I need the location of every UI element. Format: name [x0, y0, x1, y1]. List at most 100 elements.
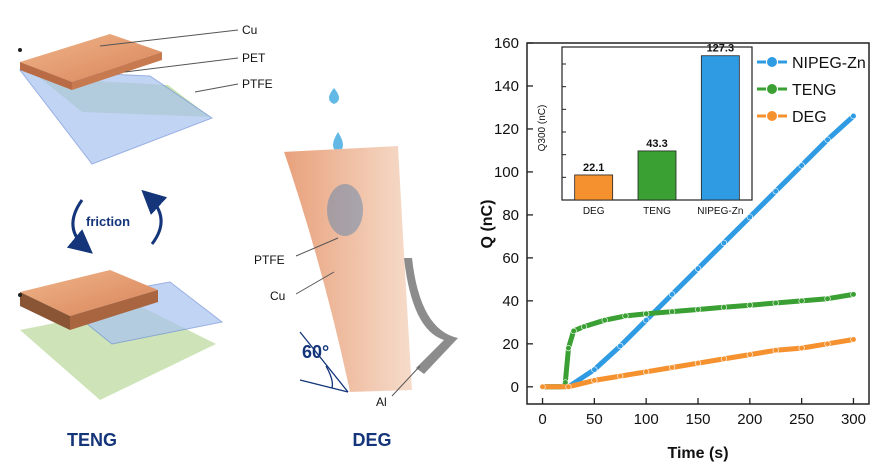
- data-point: [824, 295, 831, 302]
- arrow-right-icon: [141, 189, 168, 245]
- y-tick-label: 120: [494, 121, 519, 138]
- droplet-icon: [333, 132, 343, 152]
- legend-label: NIPEG-Zn: [792, 55, 866, 72]
- inset-bar: [637, 150, 677, 201]
- x-tick-label: 200: [737, 411, 762, 428]
- data-point: [772, 347, 779, 354]
- x-tick-label: 0: [538, 411, 546, 428]
- data-point: [617, 372, 624, 380]
- series-layer: [539, 112, 857, 390]
- pet-film: [18, 69, 214, 165]
- ptfe-cu-plate: [282, 146, 412, 392]
- copper-edge-bottom-left: [20, 292, 70, 330]
- data-point: [565, 383, 572, 390]
- data-point: [720, 304, 728, 311]
- legend-marker: [766, 110, 778, 122]
- data-point: [617, 342, 624, 350]
- inset-category-label: NIPEG-Zn: [697, 206, 743, 217]
- inset-bar: [700, 55, 740, 201]
- friction-label: friction: [86, 214, 130, 229]
- data-point: [643, 317, 650, 324]
- plate-edge: [280, 151, 350, 393]
- data-point: [643, 310, 650, 317]
- data-point: [746, 213, 753, 221]
- data-point: [622, 312, 629, 319]
- copper-electrode-bottom: [20, 270, 158, 316]
- leader-deg-al: [391, 365, 421, 397]
- data-point: [643, 368, 650, 375]
- angle-arc: [325, 365, 334, 389]
- aluminum-electrode: [404, 258, 458, 374]
- teng-stack-top: [18, 34, 214, 165]
- legend-label: TENG: [792, 82, 836, 99]
- copper-electrode-top: [20, 34, 162, 82]
- legend-label: DEG: [792, 109, 827, 126]
- data-point: [720, 239, 728, 246]
- data-point: [694, 306, 702, 313]
- label-pet: PET: [242, 51, 266, 65]
- teng-stack-bottom: [18, 270, 224, 400]
- data-point: [601, 317, 608, 324]
- inset-category-label: DEG: [583, 206, 605, 217]
- x-tick-label: 300: [841, 411, 866, 428]
- leader-deg-cu: [295, 271, 335, 295]
- inset-bar-chart: 22.1 DEG 43.3 TENG 127.3 NIPEG-Zn Q300 (nC): [537, 43, 753, 217]
- x-tick-label: 100: [634, 411, 659, 428]
- teng-panel: Cu PET PTFE friction TENG: [18, 23, 273, 450]
- y-tick-label: 140: [494, 78, 519, 95]
- data-point: [694, 360, 702, 367]
- water-spot: [327, 184, 363, 236]
- data-point: [772, 299, 779, 307]
- inset-category-label: TENG: [643, 206, 671, 217]
- legend-marker: [766, 56, 778, 68]
- inset-bars: 22.1 DEG 43.3 TENG 127.3 NIPEG-Zn: [574, 43, 743, 217]
- data-point: [746, 302, 753, 309]
- legend: NIPEG-Zn TENG DEG: [757, 55, 866, 126]
- data-point: [746, 351, 753, 358]
- data-point: [565, 345, 572, 352]
- x-axis: 0 50 100 150 200 250 300: [538, 398, 866, 428]
- legend-marker: [766, 83, 778, 95]
- label-cu: Cu: [242, 23, 257, 37]
- teng-caption: TENG: [67, 430, 117, 450]
- data-point: [668, 364, 676, 371]
- y-axis: 0 20 40 60 80 100 120 140 160: [494, 35, 533, 396]
- y-tick-label: 80: [502, 207, 519, 224]
- data-point: [694, 265, 702, 272]
- data-point: [824, 340, 831, 347]
- wire-dot: [18, 48, 22, 52]
- y-tick-label: 160: [494, 35, 519, 52]
- inset-bar: [574, 174, 614, 201]
- wire-dot-bottom: [18, 293, 22, 297]
- data-point: [668, 291, 676, 298]
- deg-caption: DEG: [352, 430, 391, 450]
- data-point: [798, 162, 805, 169]
- data-point: [850, 291, 857, 298]
- data-point: [539, 383, 546, 390]
- x-tick-label: 250: [789, 411, 814, 428]
- droplet-icon: [329, 88, 339, 104]
- copper-edge-left: [20, 62, 72, 90]
- inset-bar-value: 22.1: [583, 162, 604, 174]
- x-axis-label: Time (s): [667, 445, 728, 462]
- leader-ptfe: [194, 83, 239, 93]
- angle-base-line: [299, 379, 349, 393]
- copper-edge-front: [72, 52, 162, 90]
- data-point: [591, 377, 598, 384]
- leader-cu: [99, 29, 239, 47]
- y-tick-label: 20: [502, 336, 519, 353]
- data-point: [850, 112, 857, 120]
- y-tick-label: 0: [511, 379, 519, 396]
- y-tick-label: 100: [494, 164, 519, 181]
- data-point: [798, 345, 805, 352]
- y-tick-label: 40: [502, 293, 519, 310]
- deg-label-al: Al: [376, 395, 387, 409]
- deg-label-cu: Cu: [270, 289, 285, 303]
- data-point: [591, 366, 598, 373]
- label-ptfe: PTFE: [242, 77, 273, 91]
- x-tick-label: 150: [685, 411, 710, 428]
- data-point: [772, 188, 779, 195]
- angle-ray: [299, 331, 349, 393]
- deg-label-ptfe: PTFE: [254, 253, 285, 267]
- copper-edge-bottom-front: [70, 290, 158, 330]
